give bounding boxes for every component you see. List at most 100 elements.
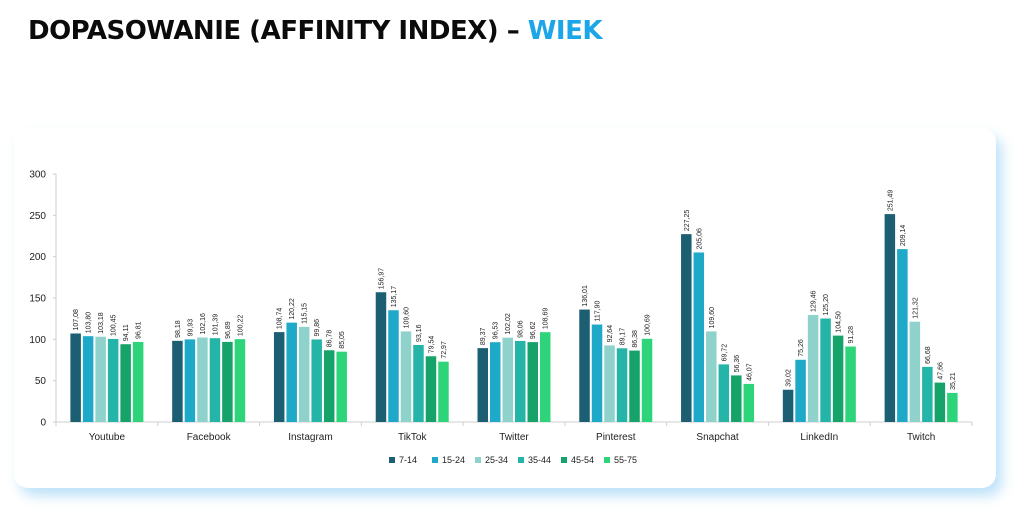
data-label: 117,90 [595,301,602,322]
bar [413,344,424,422]
x-tick-label: Twitter [499,432,529,443]
data-label: 136,01 [582,285,589,307]
data-label: 104,50 [836,311,843,333]
bar [336,351,347,422]
bar [82,336,94,422]
data-label: 227,25 [684,210,691,232]
bar [132,341,144,422]
bar [731,375,742,422]
x-tick-label: Twitch [907,432,935,443]
data-label: 100,22 [237,315,244,337]
bar [273,332,285,422]
bar [425,356,437,422]
data-label: 85,05 [339,331,346,349]
bar [845,346,856,422]
data-label: 46,07 [746,363,753,381]
bar [795,359,806,422]
data-label: 209,14 [900,225,907,247]
bar [922,366,933,422]
page-title-accent: WIEK [527,16,603,46]
bar [95,336,106,422]
data-label: 121,32 [912,297,919,319]
bar [172,340,183,422]
bar [718,364,730,422]
data-label: 109,60 [709,307,716,329]
bar [807,314,819,422]
data-label: 101,39 [212,314,219,336]
legend-label: 25-34 [485,455,508,465]
bar [884,214,896,422]
bar [375,292,387,422]
data-label: 96,89 [225,321,232,339]
data-label: 69,72 [721,344,728,362]
bar [909,321,921,422]
chart-card [14,128,996,488]
data-label: 100,69 [645,314,652,336]
y-tick-label: 100 [29,335,46,346]
bar [947,392,958,422]
legend-label: 15-24 [442,455,465,465]
data-label: 135,17 [391,286,398,308]
x-tick-label: Pinterest [596,432,636,443]
y-tick-label: 50 [35,376,47,387]
legend-swatch [561,457,567,463]
y-tick-label: 250 [29,211,46,222]
bar [490,342,501,422]
bar [743,383,755,422]
bar [197,337,208,422]
bar [820,318,831,422]
data-label: 86,38 [632,330,639,348]
bar [209,338,221,422]
page-title-main: DOPASOWANIE (AFFINITY INDEX) – [28,16,528,46]
data-label: 98,18 [175,320,182,338]
data-label: 103,80 [86,312,93,334]
data-label: 100,45 [111,314,118,336]
y-tick-label: 0 [40,418,46,429]
data-label: 92,64 [607,325,614,343]
bar [222,341,233,422]
data-label: 99,93 [187,319,194,337]
bar [286,322,297,422]
data-label: 129,46 [811,290,818,312]
bar [629,350,640,422]
bar [579,309,590,422]
x-tick-label: Youtube [89,432,126,443]
bar [107,338,119,422]
data-label: 120,22 [289,298,296,320]
data-label: 102,16 [200,313,207,335]
data-label: 109,60 [403,307,410,329]
data-label: 103,18 [98,312,105,334]
data-label: 125,20 [823,294,830,316]
bar [641,338,653,422]
bar [616,348,628,422]
bar [120,344,131,422]
x-tick-label: TikTok [398,432,428,443]
data-label: 39,02 [786,369,793,387]
legend-label: 55-75 [614,455,637,465]
data-label: 75,26 [798,339,805,357]
bar [438,361,449,422]
bar [298,326,310,422]
bar [540,332,551,422]
bar [591,324,603,422]
y-tick-label: 150 [29,294,46,305]
bar [515,340,526,422]
data-label: 94,11 [123,324,130,341]
data-label: 99,86 [314,319,321,337]
bar [184,339,196,422]
legend-label: 7-14 [399,455,417,465]
bar [234,339,246,422]
x-tick-label: Snapchat [696,432,738,443]
data-label: 205,06 [696,228,703,250]
data-label: 108,69 [543,308,550,330]
bar [323,350,335,422]
legend-swatch [389,457,395,463]
data-label: 72,97 [441,341,448,359]
data-label: 251,49 [887,190,894,212]
legend-swatch [518,457,524,463]
x-tick-label: Facebook [187,432,232,443]
data-label: 79,54 [428,336,435,354]
bar [477,348,488,422]
legend-label: 45-54 [571,455,594,465]
